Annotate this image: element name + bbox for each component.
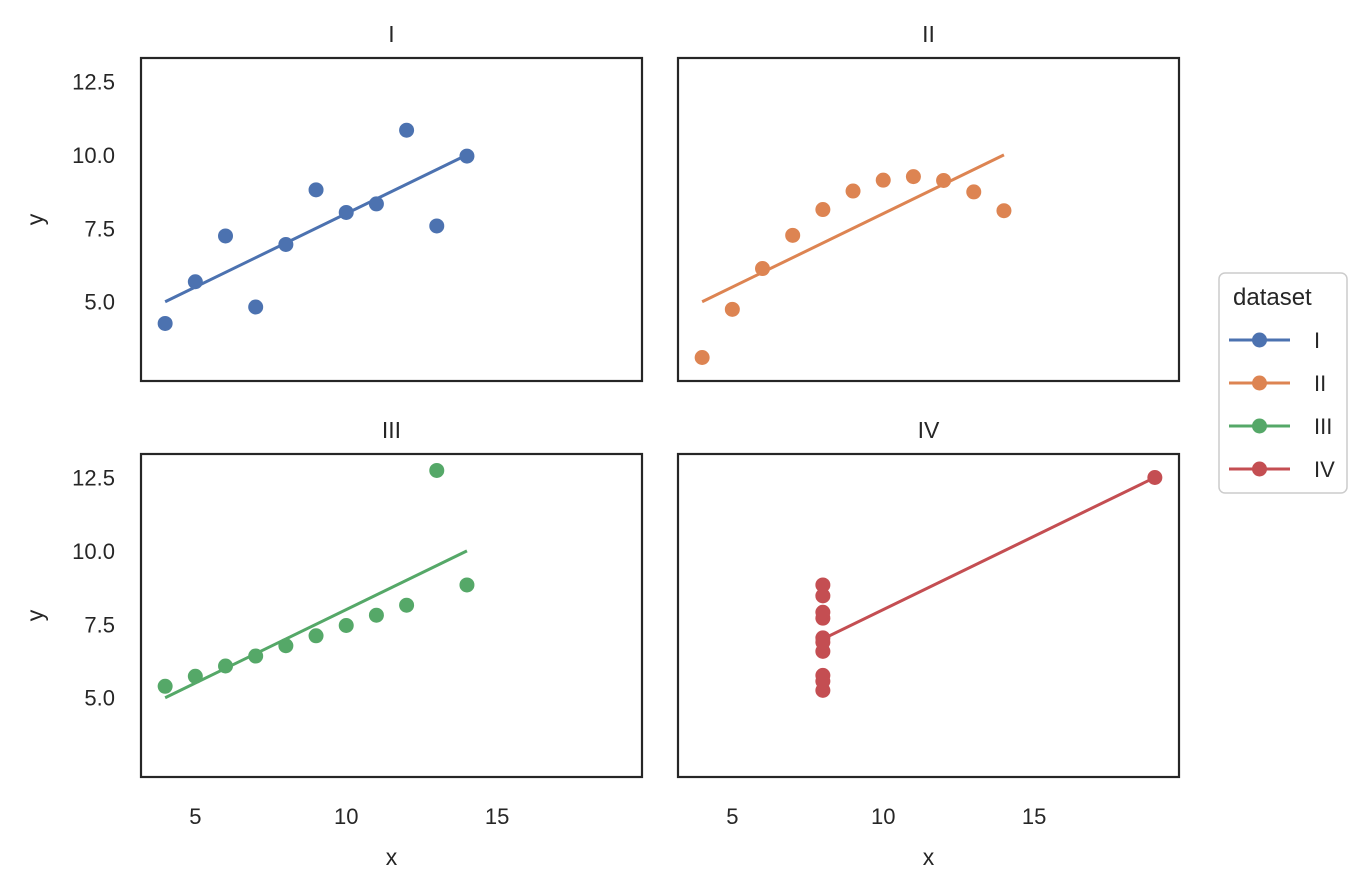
data-point — [157, 315, 173, 331]
data-point — [218, 658, 234, 674]
panel-frame — [139, 452, 644, 779]
panel-title: II — [922, 21, 935, 47]
data-point — [248, 299, 264, 315]
legend-entry-I: I — [1229, 328, 1320, 353]
regression-line — [164, 153, 468, 304]
legend-title: dataset — [1233, 284, 1312, 311]
data-point — [815, 673, 831, 689]
legend-label: III — [1314, 414, 1332, 439]
panel-IV: IV 5 10 15 x — [676, 417, 1181, 870]
y-tick-label: 10.0 — [72, 539, 115, 564]
data-point — [338, 617, 354, 633]
regression-line — [822, 476, 1156, 641]
legend-marker — [1252, 418, 1267, 434]
data-point — [815, 202, 831, 218]
data-point — [815, 588, 831, 604]
legend-label: IV — [1314, 457, 1335, 482]
data-point — [157, 678, 173, 694]
data-point — [966, 184, 982, 200]
y-tick-label: 7.5 — [84, 216, 115, 241]
legend-marker — [1252, 375, 1267, 391]
data-point — [815, 577, 831, 593]
data-point — [429, 218, 445, 234]
data-point — [694, 350, 710, 366]
panel-frame — [676, 452, 1181, 779]
data-point — [399, 122, 415, 138]
panel-II: II — [676, 21, 1181, 383]
legend-entry-II: II — [1229, 371, 1326, 396]
y-tick-label: 12.5 — [72, 69, 115, 94]
data-point — [905, 169, 921, 185]
legend-entry-IV: IV — [1229, 457, 1335, 482]
y-tick-label: 10.0 — [72, 143, 115, 168]
data-point — [459, 148, 475, 164]
data-point — [399, 597, 415, 613]
data-point — [187, 668, 203, 684]
y-tick-label: 7.5 — [84, 612, 115, 637]
y-tick-label: 5.0 — [84, 686, 115, 711]
y-tick-label: 12.5 — [72, 465, 115, 490]
data-point — [1147, 469, 1163, 485]
data-point — [278, 638, 294, 654]
data-point — [248, 648, 264, 664]
regression-line — [164, 549, 468, 700]
x-tick-label: 5 — [726, 804, 738, 829]
data-point — [459, 577, 475, 593]
data-point — [875, 172, 891, 188]
x-tick-label: 15 — [1022, 804, 1046, 829]
data-point — [338, 204, 354, 220]
data-point — [278, 236, 294, 252]
panel-frame — [676, 56, 1181, 383]
legend-marker — [1252, 332, 1267, 348]
x-tick-label: 10 — [871, 804, 895, 829]
legend-label: II — [1314, 371, 1326, 396]
data-point — [845, 183, 861, 199]
panel-frame — [139, 56, 644, 383]
data-point — [936, 172, 952, 188]
y-axis-label: y — [22, 213, 48, 225]
data-point — [815, 634, 831, 650]
data-point — [368, 196, 384, 212]
legend-entry-III: III — [1229, 414, 1332, 439]
data-point — [785, 227, 801, 243]
data-point — [815, 604, 831, 620]
data-point — [218, 228, 234, 244]
data-point — [996, 203, 1012, 219]
legend-label: I — [1314, 328, 1320, 353]
data-point — [429, 462, 445, 478]
data-point — [755, 261, 771, 277]
regression-line — [701, 153, 1005, 304]
data-point — [368, 607, 384, 623]
legend-marker — [1252, 461, 1267, 477]
panel-title: I — [388, 21, 394, 47]
x-tick-label: 5 — [189, 804, 201, 829]
data-point — [308, 628, 324, 644]
data-point — [187, 274, 203, 290]
x-tick-label: 15 — [485, 804, 509, 829]
x-axis-label: x — [386, 844, 398, 870]
x-tick-label: 10 — [334, 804, 358, 829]
panel-title: IV — [918, 417, 940, 443]
y-axis-label: y — [22, 609, 48, 621]
panel-III: III 5.0 7.5 10.0 12.5 y 5 10 15 x — [22, 417, 644, 870]
y-tick-label: 5.0 — [84, 290, 115, 315]
x-axis-label: x — [923, 844, 935, 870]
data-point — [724, 301, 740, 317]
data-point — [308, 182, 324, 198]
panel-title: III — [382, 417, 401, 443]
panel-I: I 5.0 7.5 10.0 12.5 y — [22, 21, 644, 383]
